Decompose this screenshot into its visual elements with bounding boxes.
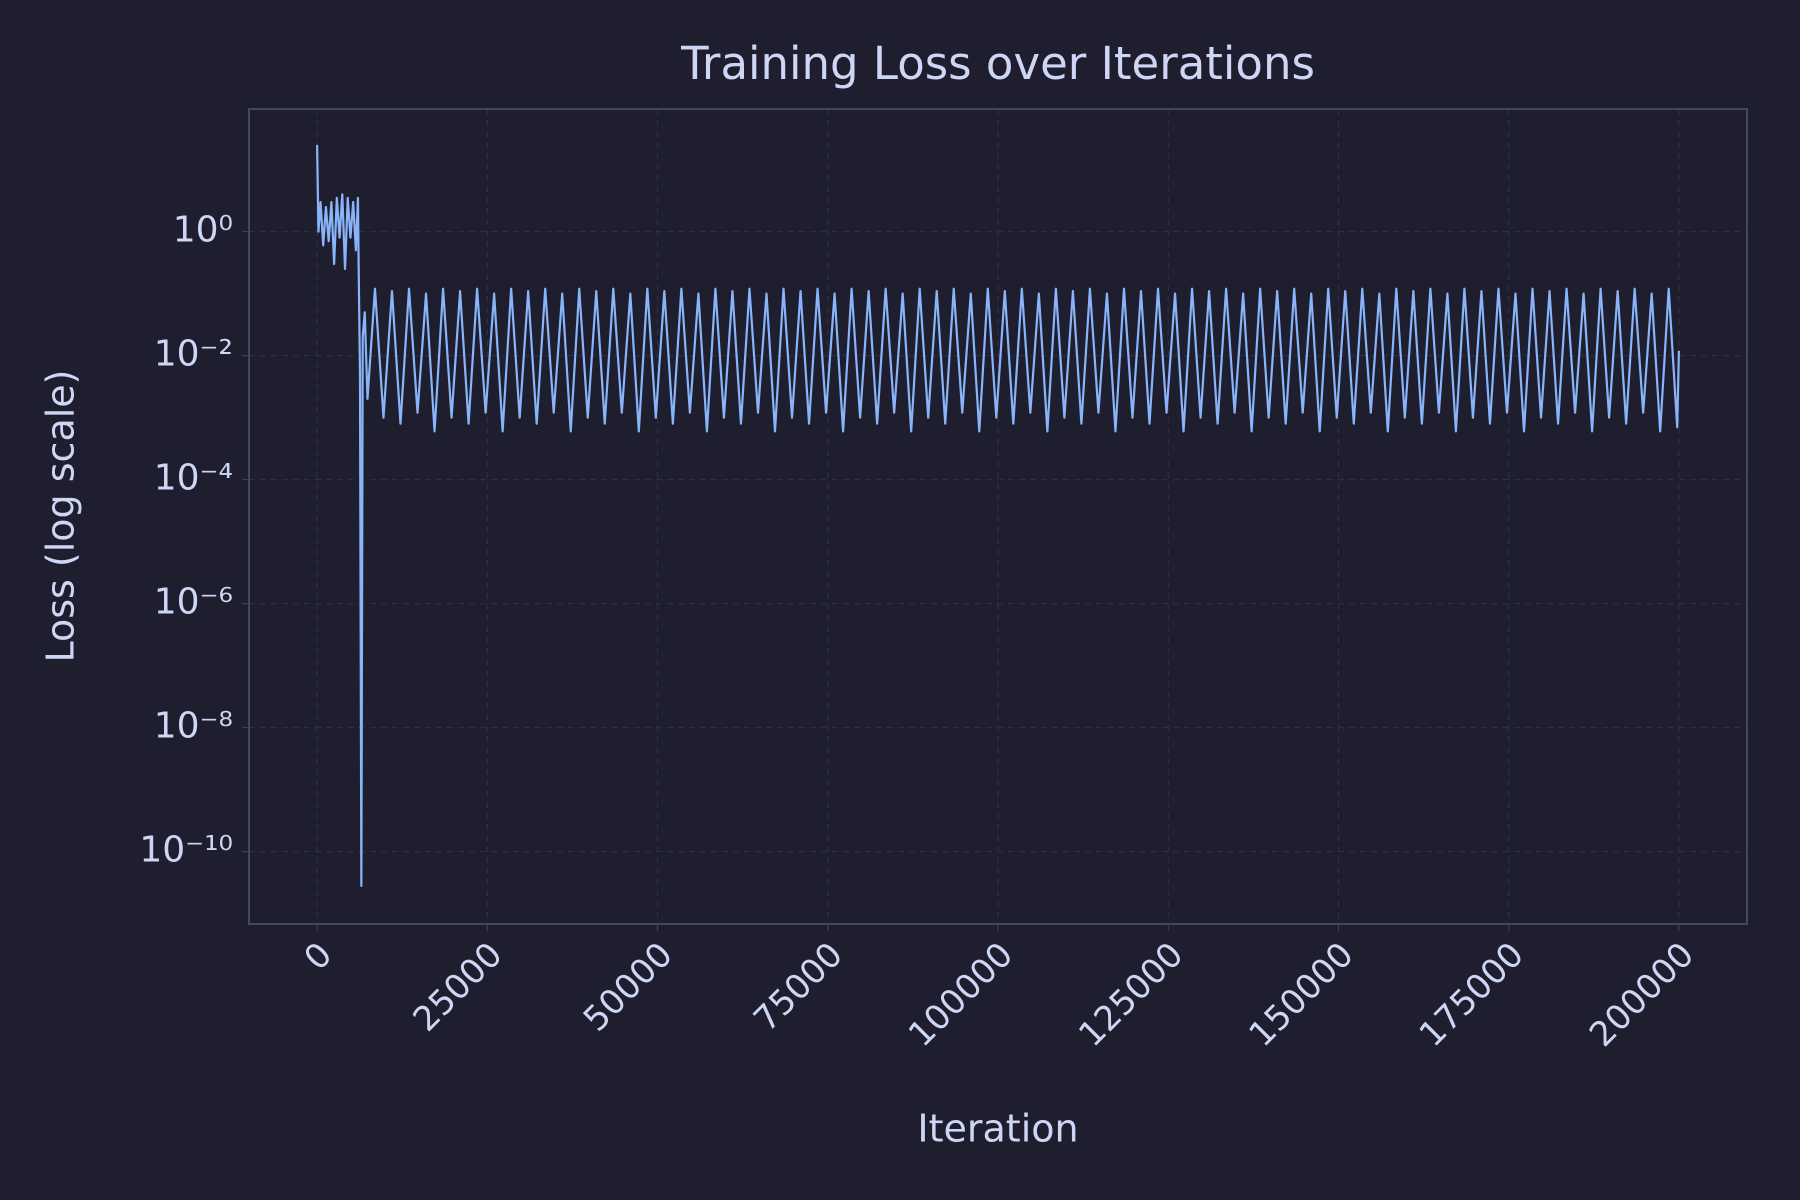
x-axis-label: Iteration — [917, 1107, 1078, 1151]
y-tick-label: 10⁻⁸ — [154, 706, 233, 747]
y-axis-label: Loss (log scale) — [39, 370, 83, 663]
y-tick-label: 10⁻⁶ — [154, 582, 233, 623]
chart-title: Training Loss over Iterations — [680, 37, 1315, 90]
plot-frame — [248, 108, 1748, 925]
y-tick-label: 10⁻¹⁰ — [139, 830, 233, 871]
y-tick-label: 10⁰ — [173, 210, 233, 251]
loss-line — [315, 144, 1681, 887]
y-tick-label: 10⁻² — [154, 334, 233, 375]
y-tick-label: 10⁻⁴ — [154, 458, 233, 499]
